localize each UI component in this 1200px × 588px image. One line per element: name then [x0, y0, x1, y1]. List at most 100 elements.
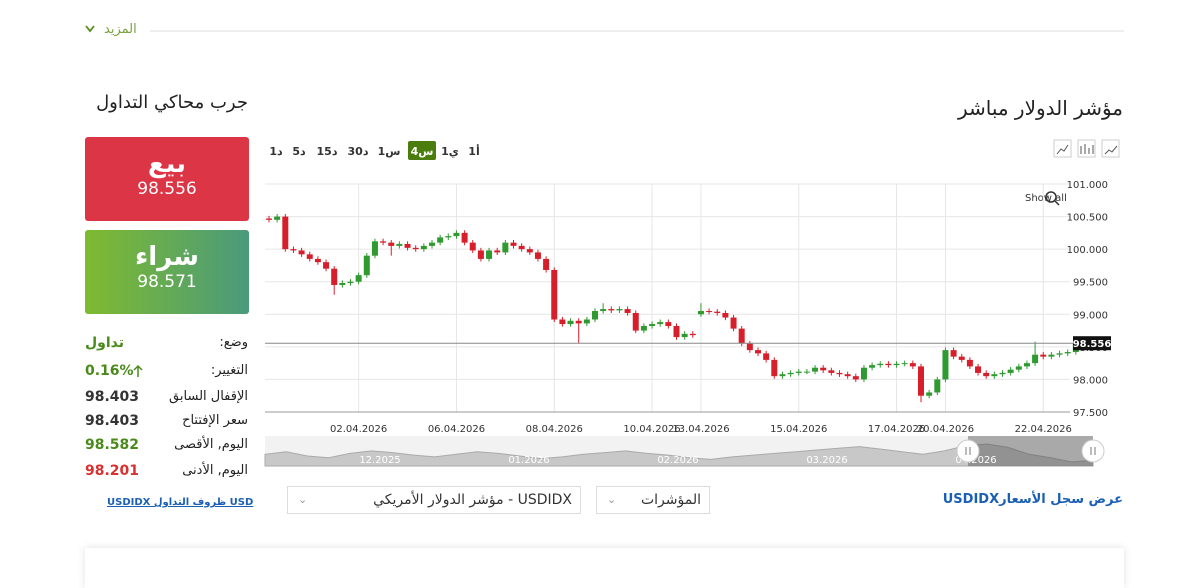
- y-tick-label: 101.000: [1067, 180, 1108, 191]
- navigator-selection: [968, 436, 1093, 466]
- candle-body: [583, 319, 590, 324]
- sell-label: بيع: [147, 149, 187, 179]
- candle-body: [461, 232, 468, 243]
- candle-body: [314, 258, 321, 263]
- candle-body: [755, 350, 761, 354]
- candle-body: [966, 359, 973, 367]
- candle-body: [1032, 354, 1039, 364]
- timeframe-button[interactable]: 30د: [348, 145, 369, 158]
- row-value: 0.16%: [85, 363, 134, 379]
- tool-icons[interactable]: [1053, 139, 1120, 158]
- navigator-handle[interactable]: [1081, 439, 1105, 463]
- candle-body: [1056, 353, 1063, 355]
- candle-body: [494, 250, 501, 253]
- candle-body: [828, 370, 835, 373]
- candle-body: [926, 392, 933, 396]
- navigator-label: 04.2026: [955, 455, 996, 466]
- timeframe-button[interactable]: 1أ: [468, 144, 479, 158]
- candle-body: [453, 232, 460, 237]
- x-tick-label: 13.04.2026: [672, 424, 729, 435]
- candle-body: [860, 367, 867, 380]
- timeframe-button[interactable]: 1د: [269, 145, 283, 158]
- candle-body: [681, 333, 688, 338]
- buy-price: 98.571: [137, 272, 197, 292]
- timeframe-button[interactable]: 1س: [378, 145, 401, 158]
- candle-body: [991, 374, 998, 377]
- candle-body: [551, 269, 558, 320]
- row-label: اليوم, الأدنى: [182, 463, 248, 478]
- simulator-title: جرب محاكي التداول: [96, 92, 248, 113]
- row-value: 98.582: [85, 437, 140, 453]
- navigator-label: 01.2026: [508, 455, 549, 466]
- candle-body: [820, 367, 827, 371]
- bottom-card: [85, 548, 1124, 588]
- y-tick-label: 99.000: [1073, 310, 1108, 321]
- y-tick-label: 98.000: [1073, 375, 1108, 386]
- candle-body: [763, 353, 770, 360]
- timeframe-button[interactable]: 1ي: [441, 145, 459, 158]
- candle-body: [624, 309, 631, 313]
- candle-body: [779, 374, 786, 377]
- candle-body: [771, 359, 778, 377]
- candle-body: [298, 250, 305, 255]
- conditions-link[interactable]: USD ظروف التداول USDIDX: [107, 497, 254, 508]
- zoom-icon-handle: [1054, 200, 1060, 206]
- history-link[interactable]: عرض سجل الأسعارUSDIDX: [942, 492, 1123, 507]
- candle-body: [1015, 366, 1022, 370]
- buy-button[interactable]: شراء 98.571: [85, 230, 249, 314]
- last-price-label: 98.556: [1073, 339, 1112, 350]
- navigator-grip: [1090, 447, 1096, 455]
- navigator-area: [264, 443, 1094, 467]
- candle-body: [412, 247, 419, 250]
- x-tick-label: 20.04.2026: [917, 424, 974, 435]
- chart-title: مؤشر الدولار مباشر: [957, 96, 1123, 120]
- candle-body: [616, 309, 623, 311]
- y-tick-label: 97.500: [1073, 408, 1108, 419]
- candle-body: [437, 237, 444, 243]
- candle-body: [388, 242, 395, 246]
- sell-button[interactable]: بيع 98.556: [85, 137, 249, 221]
- candle-body: [836, 372, 843, 375]
- more-link[interactable]: المزيد: [104, 22, 137, 37]
- candle-body: [803, 371, 810, 373]
- candle-body: [714, 311, 721, 313]
- candle-body: [901, 363, 908, 365]
- candle-body: [999, 372, 1006, 375]
- candle-body: [983, 372, 990, 377]
- candle-body: [363, 255, 370, 276]
- candle-body: [575, 320, 582, 324]
- candle-body: [706, 311, 713, 313]
- timeframe-button[interactable]: 4س: [411, 145, 434, 158]
- x-tick-label: 06.04.2026: [428, 424, 485, 435]
- candle-body: [893, 363, 900, 366]
- candle-body: [689, 333, 696, 336]
- navigator-handle[interactable]: [956, 439, 980, 463]
- timeframe-button[interactable]: 15د: [317, 145, 338, 158]
- candle-body: [722, 312, 729, 318]
- navigator-grip: [965, 447, 971, 455]
- candle-body: [526, 249, 533, 253]
- row-value: تداول: [85, 335, 124, 351]
- candle-body: [1048, 354, 1055, 357]
- navigator-label: 12.2025: [359, 455, 400, 466]
- candle-body: [738, 328, 745, 344]
- candle-body: [730, 317, 737, 329]
- candle-body: [665, 322, 672, 327]
- candle-body: [942, 350, 949, 380]
- candle-body: [746, 343, 753, 351]
- candle-body: [1040, 354, 1047, 357]
- candle-body: [347, 281, 354, 284]
- candle-body: [282, 216, 289, 250]
- navigator-label: 03.2026: [806, 455, 847, 466]
- candle-body: [812, 367, 819, 372]
- select-text: USDIDX - مؤشر الدولار الأمريكي: [373, 492, 572, 508]
- row-label: التغيير:: [210, 363, 248, 378]
- candle-body: [543, 258, 550, 270]
- timeframe-button[interactable]: 5د: [292, 145, 306, 158]
- candle-body: [339, 283, 346, 285]
- zoom-icon[interactable]: [1045, 191, 1057, 203]
- indicators-select[interactable]: المؤشرات ⌄: [596, 486, 710, 514]
- instrument-select[interactable]: USDIDX - مؤشر الدولار الأمريكي ⌄: [287, 486, 581, 514]
- candle-body: [877, 363, 884, 366]
- row-value: 98.201: [85, 463, 140, 479]
